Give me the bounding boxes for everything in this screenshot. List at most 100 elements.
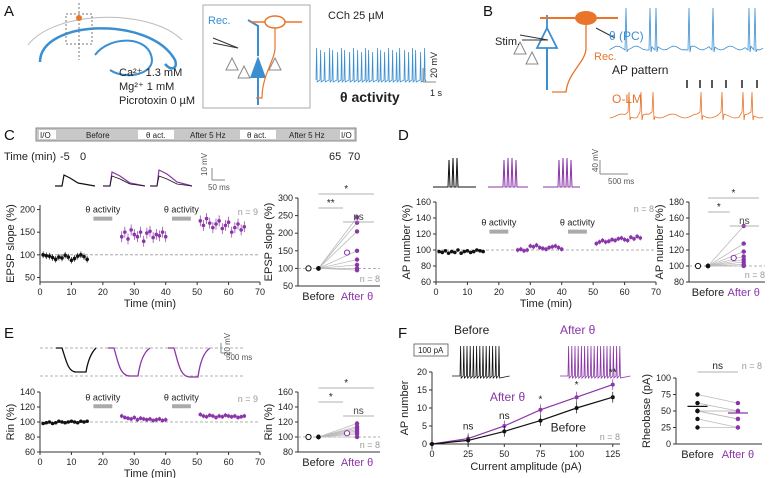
before-point [695, 416, 700, 422]
significance-label: ** [609, 368, 617, 379]
before-curve-label: Before [551, 420, 587, 434]
data-point [446, 251, 451, 255]
paired-line [318, 268, 358, 271]
before-spike-train [452, 345, 510, 379]
significance-label: * [344, 184, 348, 195]
data-point [502, 429, 507, 434]
significance-label: ns [353, 406, 364, 417]
data-point [204, 414, 209, 419]
y-tick-label: 160 [278, 387, 293, 397]
paired-line [697, 418, 739, 428]
y-axis-title: EPSP slope (%) [5, 204, 17, 283]
before-mean [305, 433, 312, 441]
data-point [613, 238, 617, 243]
after-mean [343, 249, 351, 256]
after-point [735, 408, 741, 414]
data-point [53, 420, 58, 425]
x-tick-label: 70 [255, 287, 265, 297]
scale-v-c: 10 mV [200, 152, 209, 176]
data-point [138, 416, 143, 421]
data-point [556, 245, 561, 250]
data-point [75, 420, 80, 425]
data-point [638, 236, 643, 240]
data-point [151, 418, 155, 423]
rheobase-plot: 100 75 50 25 0 Rheobase (pA) Before After θ ns n … [641, 361, 762, 461]
data-point [123, 415, 127, 420]
olm-label: O-LM [612, 92, 642, 106]
significance-label: ns [353, 212, 364, 223]
data-point [66, 255, 71, 259]
y-tick-label: 200 [20, 205, 35, 215]
y-tick-label: 300 [278, 193, 293, 203]
data-point [525, 248, 529, 252]
data-point [198, 219, 203, 223]
after-point [735, 416, 741, 422]
data-point [574, 395, 579, 400]
y-tick-label: 20 [417, 367, 427, 377]
y-tick-label: 120 [20, 402, 35, 412]
significance-label: ns [463, 422, 474, 433]
data-point [82, 254, 86, 259]
current-scale-box [413, 343, 449, 357]
data-point [610, 395, 615, 400]
data-point [204, 216, 209, 221]
significance-label: * [329, 392, 333, 403]
data-point [553, 244, 558, 248]
x-tick-label: 0 [429, 449, 434, 459]
y-tick-label: 150 [278, 246, 293, 256]
x-tick-label: 100 [569, 449, 584, 459]
x-tick-label: 30 [129, 457, 139, 467]
y-tick-label: 0 [422, 439, 427, 449]
data-point [223, 413, 228, 418]
data-point [47, 254, 52, 258]
ap-pattern-label: AP pattern [612, 63, 668, 77]
after-point [354, 220, 360, 225]
f-after-label: After θ [560, 323, 596, 337]
paired-line [697, 402, 738, 412]
data-point [69, 258, 74, 263]
protocol-before: Before [86, 131, 110, 140]
paired-line [318, 217, 358, 269]
ap-traces-d [433, 157, 628, 188]
data-point [531, 245, 536, 249]
x-tick-label: 0 [37, 287, 42, 297]
data-point [119, 414, 124, 418]
y-tick-label: 160 [669, 213, 684, 223]
data-point [151, 235, 155, 240]
protocol-after-5hz-1: After 5 Hz [190, 131, 226, 140]
theta-period-label: θ activity [164, 205, 200, 215]
data-point [57, 419, 61, 424]
x-category-before: Before [302, 457, 334, 469]
ap-pattern-raster [686, 80, 758, 88]
scale-v-e: 20 mV [223, 332, 232, 356]
paired-line [707, 243, 744, 267]
y-tick-label: 100 [278, 263, 293, 273]
data-point [625, 238, 630, 243]
paired-line [318, 222, 358, 269]
y-tick-label: 5 [422, 421, 427, 431]
data-point [148, 417, 152, 421]
data-point [201, 414, 206, 418]
x-category-after: After θ [341, 291, 373, 303]
n-label: n = 8 [742, 361, 762, 371]
data-point [223, 223, 228, 228]
time-tick-neg5: -5 [60, 151, 70, 163]
scale-v-a: 20 mV [429, 52, 439, 78]
data-point [233, 414, 237, 418]
data-point [537, 245, 542, 250]
data-point [594, 241, 599, 246]
data-point [47, 420, 52, 424]
solution-picrotoxin: Picrotoxin 0 µM [119, 95, 195, 107]
scale-t-c: 50 ms [208, 183, 230, 192]
rin-traces [40, 343, 245, 378]
scale-v-d: 40 mV [591, 148, 600, 172]
n-label: n = 8 [360, 440, 380, 450]
data-point [242, 414, 247, 418]
after-point [354, 215, 360, 220]
x-tick-label: 50 [588, 287, 598, 297]
significance-label: ns [712, 361, 723, 372]
protocol-theta-1: θ act. [146, 131, 166, 140]
data-point [229, 414, 234, 419]
data-point [538, 418, 543, 423]
y-axis-title: Rheobase (pA) [641, 374, 653, 448]
